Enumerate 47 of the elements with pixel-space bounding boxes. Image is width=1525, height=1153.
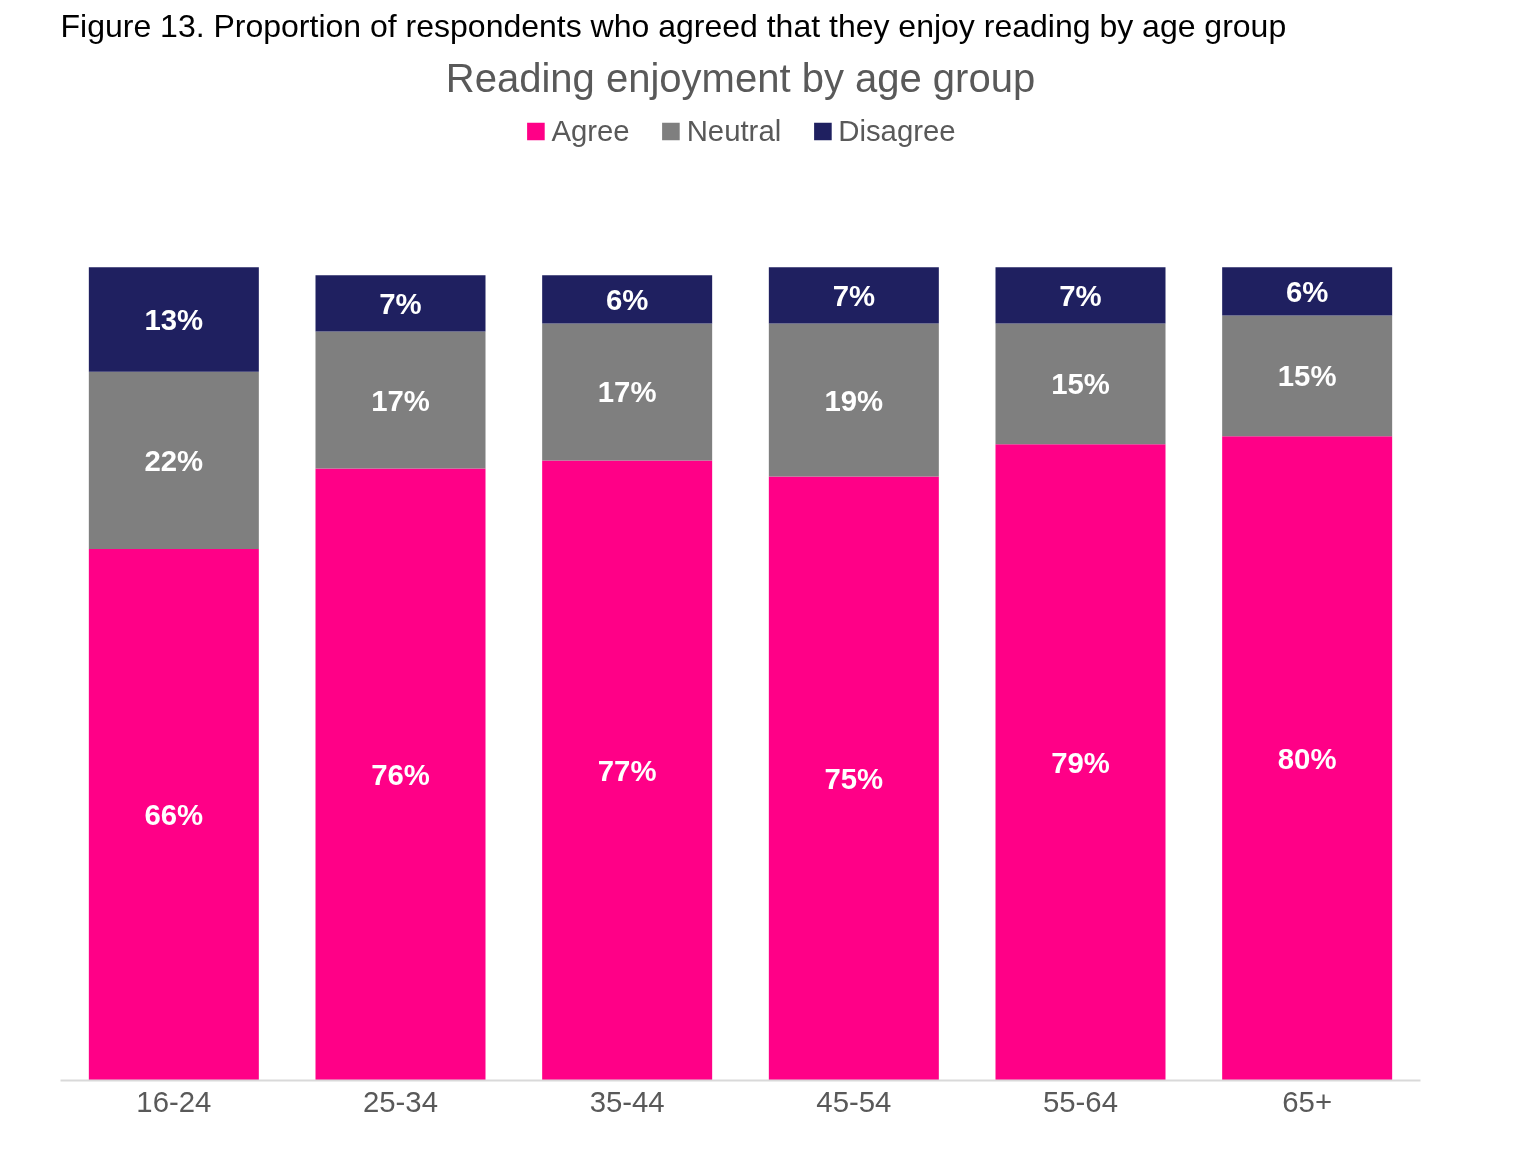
data-label: 6% xyxy=(1285,274,1329,308)
x-tick-label: 55-64 xyxy=(1042,1084,1119,1118)
chart-title: Figure 13. Proportion of respondents who agreed that they enjoy reading by age group xyxy=(60,7,1287,44)
bar xyxy=(315,468,486,1081)
data-label: 79% xyxy=(1051,745,1110,779)
bar xyxy=(88,371,259,550)
x-tick-label: 45-54 xyxy=(816,1084,892,1118)
bar xyxy=(768,476,939,1081)
x-tick-label: 65+ xyxy=(1282,1084,1333,1118)
bar xyxy=(995,267,1166,324)
legend-label: Disagree xyxy=(838,114,956,148)
data-label: 15% xyxy=(1277,359,1337,393)
data-label: 76% xyxy=(371,757,430,791)
data-label: 80% xyxy=(1277,741,1337,775)
x-tick-label: 16-24 xyxy=(136,1084,212,1118)
legend-label: Agree xyxy=(551,114,630,148)
bar xyxy=(768,267,939,324)
bar xyxy=(88,267,259,372)
bar xyxy=(1222,315,1393,437)
x-tick-label: 25-34 xyxy=(362,1084,439,1118)
bar xyxy=(542,323,713,461)
data-label: 22% xyxy=(144,443,204,477)
data-label: 7% xyxy=(379,286,422,320)
bar xyxy=(768,323,939,477)
bar xyxy=(1222,267,1393,316)
data-label: 77% xyxy=(597,753,657,787)
data-label: 6% xyxy=(605,282,649,316)
bar xyxy=(88,549,259,1081)
data-label: 17% xyxy=(371,383,430,417)
bar xyxy=(995,444,1166,1081)
data-label: 66% xyxy=(144,798,204,832)
bar xyxy=(542,275,713,324)
legend-label: Neutral xyxy=(686,114,782,148)
chart-subtitle: Reading enjoyment by age group xyxy=(445,55,1036,100)
data-label: 75% xyxy=(824,762,884,796)
data-label: 15% xyxy=(1051,367,1110,401)
data-label: 7% xyxy=(1059,278,1102,312)
bar xyxy=(1222,436,1393,1081)
bar xyxy=(315,331,486,469)
data-label: 17% xyxy=(597,375,657,409)
data-label: 19% xyxy=(824,383,884,417)
data-label: 7% xyxy=(832,278,876,312)
data-label: 13% xyxy=(144,303,204,337)
x-tick-label: 35-44 xyxy=(589,1084,665,1118)
bar xyxy=(315,275,486,332)
bar xyxy=(542,460,713,1081)
bar xyxy=(995,323,1166,445)
